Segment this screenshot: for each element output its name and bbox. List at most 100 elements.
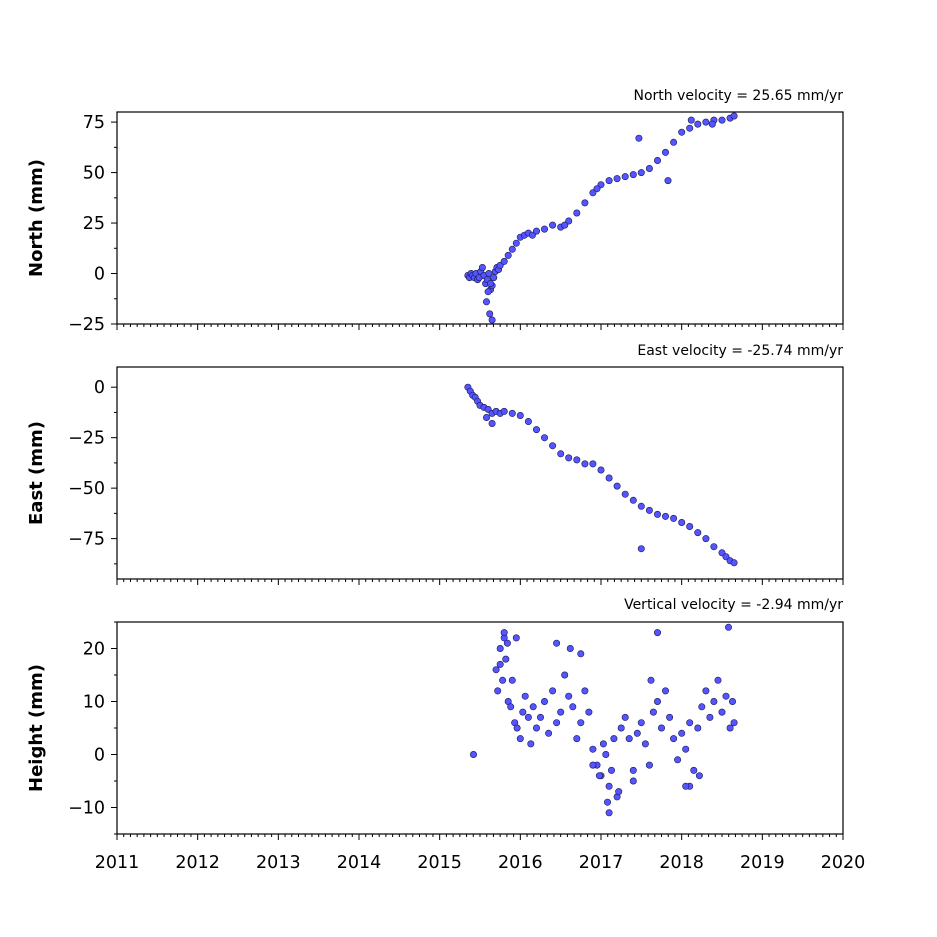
data-point: [532, 724, 540, 732]
data-point: [686, 124, 694, 132]
data-point: [540, 697, 548, 705]
data-point: [647, 676, 655, 684]
data-point: [666, 713, 674, 721]
east-panel: East velocity = -25.74 mm/yr East (mm) −…: [26, 343, 844, 585]
east-ticks: −75 −50 −25 0: [68, 378, 844, 585]
data-point: [657, 724, 665, 732]
data-point: [524, 417, 532, 425]
x-tick-label: 2012: [175, 853, 220, 873]
data-point: [607, 766, 615, 774]
data-point: [605, 782, 613, 790]
data-point: [549, 442, 557, 450]
data-point: [670, 138, 678, 146]
data-point: [496, 644, 504, 652]
data-point: [490, 274, 498, 282]
data-point: [706, 713, 714, 721]
data-point: [637, 545, 645, 553]
data-point: [581, 687, 589, 695]
y-tick-label: −75: [68, 530, 105, 550]
data-point: [561, 221, 569, 229]
data-point: [549, 687, 557, 695]
data-point: [603, 798, 611, 806]
data-point: [507, 703, 515, 711]
data-point: [661, 687, 669, 695]
data-point: [698, 703, 706, 711]
north-title: North velocity = 25.65 mm/yr: [633, 88, 843, 104]
data-point: [513, 724, 521, 732]
x-tick-label: 2019: [740, 853, 785, 873]
data-point: [508, 409, 516, 417]
data-point: [485, 269, 493, 277]
height-ticks: 2011 2012 2013 2014 2015 2016 2017 2018 2019 2020…: [68, 621, 865, 873]
data-point: [496, 660, 504, 668]
y-tick-label: 50: [83, 164, 105, 184]
y-tick-label: 10: [83, 693, 105, 713]
data-point: [516, 735, 524, 743]
east-ylabel: East (mm): [26, 421, 47, 525]
data-point: [653, 157, 661, 165]
data-point: [625, 735, 633, 743]
data-point: [602, 750, 610, 758]
data-point: [577, 719, 585, 727]
data-point: [724, 623, 732, 631]
data-point: [645, 506, 653, 514]
data-point: [545, 729, 553, 737]
data-point: [569, 703, 577, 711]
height-panel: Vertical velocity = -2.94 mm/yr Height (…: [26, 597, 865, 873]
data-point: [486, 280, 494, 288]
y-tick-label: 0: [94, 746, 105, 766]
x-tick-label: 2013: [256, 853, 301, 873]
data-point: [730, 719, 738, 727]
data-point: [621, 713, 629, 721]
y-tick-label: −50: [68, 479, 105, 499]
height-ylabel: Height (mm): [26, 664, 47, 792]
data-point: [629, 777, 637, 785]
data-point: [502, 655, 510, 663]
data-point: [645, 165, 653, 173]
east-title: East velocity = -25.74 mm/yr: [637, 343, 843, 359]
y-tick-label: 0: [94, 265, 105, 285]
data-point: [532, 426, 540, 434]
data-point: [478, 263, 486, 271]
data-point: [621, 173, 629, 181]
x-tick-label: 2018: [659, 853, 704, 873]
data-point: [682, 782, 690, 790]
y-tick-label: 75: [83, 113, 105, 133]
data-point: [589, 460, 597, 468]
data-point: [524, 713, 532, 721]
data-point: [589, 761, 597, 769]
data-point: [726, 724, 734, 732]
data-point: [512, 239, 520, 247]
data-point: [695, 772, 703, 780]
data-point: [678, 729, 686, 737]
data-point: [702, 535, 710, 543]
north-ticks: −25 0 25 50 75: [68, 113, 844, 335]
data-point: [589, 189, 597, 197]
data-point: [540, 225, 548, 233]
data-point: [599, 740, 607, 748]
data-point: [710, 543, 718, 551]
data-point: [629, 496, 637, 504]
data-point: [500, 407, 508, 415]
height-points: [469, 623, 738, 817]
data-point: [629, 171, 637, 179]
data-point: [694, 724, 702, 732]
data-point: [500, 257, 508, 265]
data-point: [573, 735, 581, 743]
x-tick-label: 2011: [95, 853, 140, 873]
data-point: [500, 629, 508, 637]
data-point: [629, 766, 637, 774]
data-point: [557, 450, 565, 458]
north-panel: North velocity = 25.65 mm/yr North (mm) …: [26, 88, 844, 335]
data-point: [649, 708, 657, 716]
data-point: [617, 724, 625, 732]
data-point: [597, 466, 605, 474]
data-point: [670, 514, 678, 522]
data-point: [516, 411, 524, 419]
data-point: [503, 639, 511, 647]
data-point: [536, 713, 544, 721]
data-point: [702, 118, 710, 126]
data-point: [589, 745, 597, 753]
data-point: [508, 676, 516, 684]
data-point: [605, 474, 613, 482]
